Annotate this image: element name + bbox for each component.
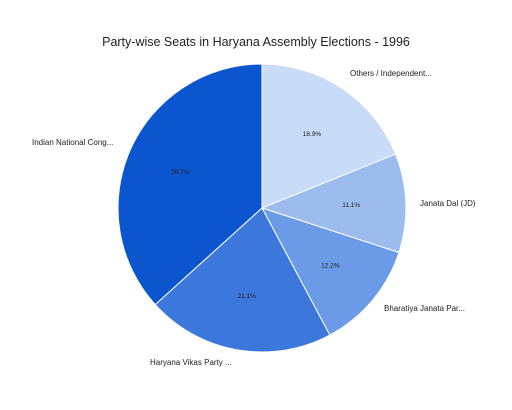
slice-category-label: Indian National Cong...: [32, 138, 113, 147]
slice-labels: 18.9% Others / Independent... 11.1% Janata …: [32, 69, 476, 367]
pie-slice: [260, 207, 400, 336]
slice-category-label: Others / Independent...: [350, 69, 432, 78]
pie-slice: [260, 153, 407, 254]
pie-slice: [261, 63, 397, 209]
slice-percent-label: 11.1%: [342, 202, 360, 209]
slice-category-label: Janata Dal (JD): [420, 199, 476, 208]
pie-slice: [154, 207, 331, 353]
slice-category-label: Haryana Vikas Party ...: [150, 358, 232, 367]
slice-category-label: Bharatiya Janata Par...: [384, 304, 465, 313]
slice-percent-label: 21.1%: [237, 293, 256, 300]
slice-percent-label: 12.2%: [321, 262, 340, 269]
pie-slices: [117, 63, 407, 353]
slice-percent-label: 36.7%: [171, 169, 190, 176]
chart-title: Party-wise Seats in Haryana Assembly Ele…: [102, 35, 410, 49]
pie-slice: [117, 63, 263, 306]
slice-percent-label: 18.9%: [303, 131, 322, 138]
